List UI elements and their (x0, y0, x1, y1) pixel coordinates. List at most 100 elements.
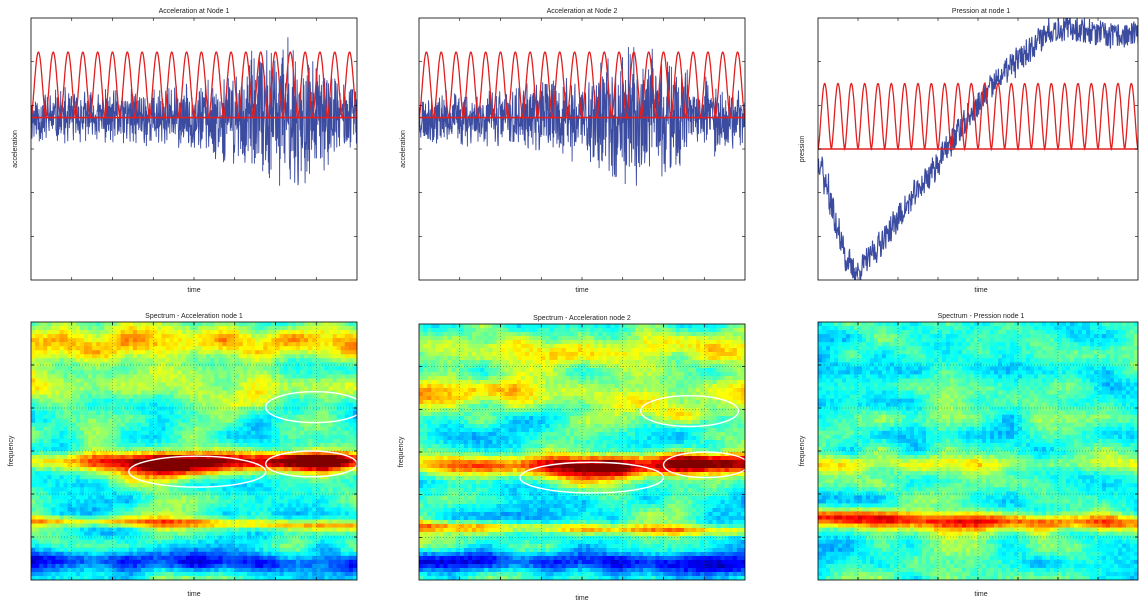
heatmap-cell (255, 487, 260, 492)
heatmap-cell (206, 543, 211, 549)
heatmap-cell (328, 418, 333, 424)
chart-pression-node1: Pression at node 1 time pression (799, 8, 1139, 294)
heatmap-cell (202, 438, 207, 444)
heatmap-cell (320, 511, 325, 516)
heatmap-cell (202, 346, 207, 351)
heatmap-cell (43, 382, 48, 387)
heatmap-cell (181, 338, 187, 343)
heatmap-cell (35, 531, 40, 537)
heatmap-cell (230, 531, 236, 537)
heatmap-cell (136, 426, 142, 432)
heatmap-cell (340, 463, 346, 468)
heatmap-cell (328, 515, 333, 520)
heatmap-cell (210, 535, 215, 541)
heatmap-cell (31, 487, 36, 492)
heatmap-cell (283, 467, 289, 472)
heatmap-cell (336, 515, 342, 520)
heatmap-cell (348, 322, 354, 327)
heatmap-cell (279, 346, 285, 351)
heatmap-cell (141, 459, 146, 464)
heatmap-cell (344, 434, 350, 440)
heatmap-cell (328, 523, 333, 528)
heatmap-cell (332, 499, 338, 504)
heatmap-cell (279, 467, 285, 472)
heatmap-cell (116, 378, 122, 383)
heatmap-cell (312, 531, 317, 537)
heatmap-cell (336, 342, 342, 347)
heatmap-cell (202, 455, 207, 460)
heatmap-cell (157, 459, 162, 464)
heatmap-cell (320, 471, 325, 476)
heatmap-cell (104, 362, 109, 367)
heatmap-cell (108, 567, 113, 573)
heatmap-cell (83, 390, 89, 395)
heatmap-cell (251, 475, 256, 480)
heatmap-cell (75, 382, 81, 387)
heatmap-cell (222, 479, 228, 484)
heatmap-cell (149, 535, 154, 541)
heatmap-cell (246, 406, 252, 412)
heatmap-cell (308, 531, 313, 537)
heatmap-cell (234, 426, 240, 432)
heatmap-cell (226, 527, 232, 533)
heatmap-cell (344, 386, 350, 391)
heatmap-cell (83, 438, 89, 444)
heatmap-cell (83, 426, 89, 432)
heatmap-cell (344, 354, 350, 359)
heatmap-cell (242, 438, 248, 444)
heatmap-cell (194, 563, 199, 569)
heatmap-cell (206, 487, 211, 492)
heatmap-cell (198, 535, 203, 541)
heatmap-cell (124, 338, 130, 343)
heatmap-cell (287, 406, 293, 412)
heatmap-cell (328, 354, 333, 359)
heatmap-cell (218, 483, 223, 488)
heatmap-cell (291, 507, 297, 512)
heatmap-cell (344, 406, 350, 412)
heatmap-cell (47, 535, 52, 541)
heatmap-cell (31, 535, 36, 541)
heatmap-cell (31, 507, 36, 512)
heatmap-cell (255, 354, 260, 359)
heatmap-cell (63, 366, 69, 371)
heatmap-cell (279, 442, 285, 448)
heatmap-cell (79, 418, 85, 424)
heatmap-cell (157, 422, 162, 428)
heatmap-cell (161, 422, 166, 428)
heatmap-cell (352, 334, 357, 339)
heatmap-cell (67, 491, 73, 496)
heatmap-cell (348, 378, 354, 383)
heatmap-cell (88, 346, 93, 351)
heatmap-cell (340, 394, 346, 399)
heatmap-cell (83, 434, 89, 440)
heatmap-cell (308, 511, 313, 516)
heatmap-cell (149, 471, 154, 476)
heatmap-cell (51, 382, 56, 387)
heatmap-cell (230, 370, 236, 375)
heatmap-cell (153, 535, 158, 541)
heatmap-cell (169, 326, 175, 331)
heatmap-cell (141, 406, 146, 412)
heatmap-cell (104, 463, 109, 468)
heatmap-cell (291, 459, 297, 464)
heatmap-cell (128, 539, 134, 545)
heatmap-cell (79, 414, 85, 420)
heatmap-cell (75, 330, 81, 335)
heatmap-cell (304, 531, 309, 537)
heatmap-cell (352, 491, 357, 496)
heatmap-cell (149, 410, 154, 416)
heatmap-cell (157, 495, 162, 500)
heatmap-cell (189, 463, 195, 468)
heatmap-cell (230, 495, 236, 500)
heatmap-cell (336, 414, 342, 420)
heatmap-cell (320, 491, 325, 496)
heatmap-cell (177, 519, 183, 524)
heatmap-cell (181, 551, 187, 557)
heatmap-cell (100, 483, 105, 488)
heatmap-cell (340, 543, 346, 549)
heatmap-cell (275, 366, 280, 371)
heatmap-cell (222, 446, 228, 452)
heatmap-cell (177, 563, 183, 569)
heatmap-cell (198, 438, 203, 444)
heatmap-cell (218, 418, 223, 424)
